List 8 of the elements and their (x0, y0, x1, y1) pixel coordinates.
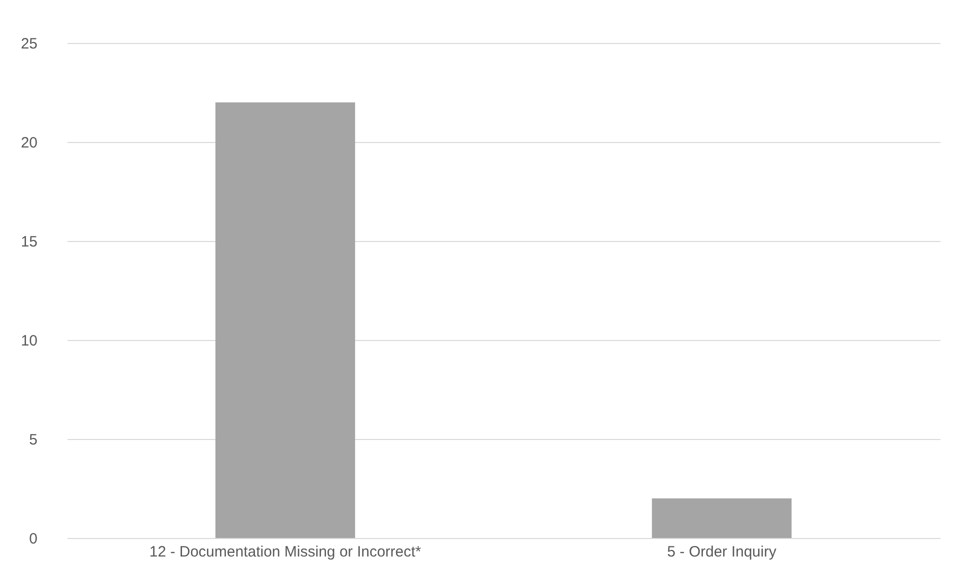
y-tick-label: 0 (29, 530, 38, 548)
y-tick-label: 5 (29, 432, 38, 448)
y-tick-label: 20 (20, 134, 38, 152)
x-tick-label: 12 - Documentation Missing or Incorrect* (149, 544, 422, 560)
y-tick-label: 25 (20, 36, 38, 52)
x-tick-label: 5 - Order Inquiry (667, 544, 777, 560)
y-tick-label: 15 (20, 234, 38, 250)
y-tick-label: 10 (20, 332, 38, 350)
